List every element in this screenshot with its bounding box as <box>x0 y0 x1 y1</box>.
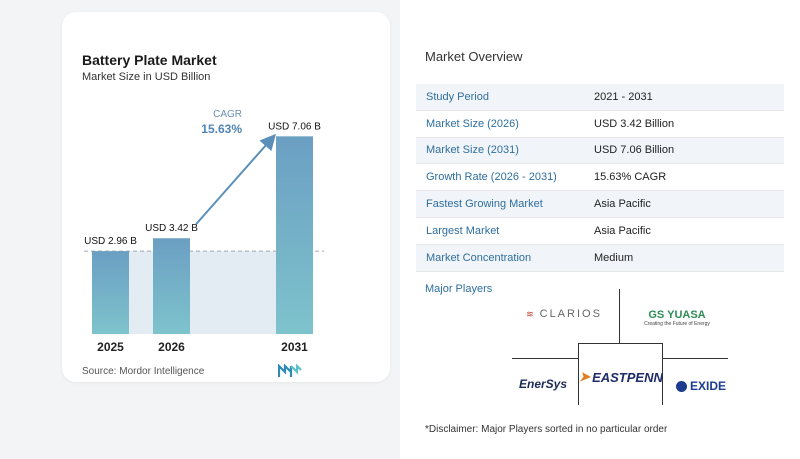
x-tick-2025: 2025 <box>97 340 124 354</box>
overview-value: USD 7.06 Billion <box>594 144 675 157</box>
source-text: Source: Mordor Intelligence <box>82 366 205 377</box>
logo-divider <box>578 343 662 344</box>
disclaimer-text: *Disclaimer: Major Players sorted in no … <box>425 424 668 435</box>
overview-table: Study Period 2021 - 2031 Market Size (202… <box>416 84 784 272</box>
overview-label: Fastest Growing Market <box>426 198 543 211</box>
exide-globe-icon <box>675 380 687 392</box>
enersys-logo-text: EnerSys <box>518 377 568 391</box>
data-label-2025: USD 2.96 B <box>84 236 137 247</box>
overview-row: Study Period 2021 - 2031 <box>416 84 784 111</box>
clarios-mark-icon: ≋ <box>526 308 536 319</box>
enersys-logo: EnerSys <box>515 370 571 398</box>
gsyuasa-tagline: Creating the Future of Energy <box>644 321 710 327</box>
cagr-label: CAGR <box>213 109 242 120</box>
chart-subtitle: Market Size in USD Billion <box>82 71 211 83</box>
logo-divider <box>662 343 663 405</box>
overview-label: Growth Rate (2026 - 2031) <box>426 171 557 184</box>
chart-title: Battery Plate Market <box>82 52 217 68</box>
logo-divider <box>619 289 620 343</box>
overview-title: Market Overview <box>425 49 523 64</box>
bar-2026 <box>153 238 190 334</box>
overview-row: Largest Market Asia Pacific <box>416 218 784 245</box>
overview-label: Market Size (2031) <box>426 144 519 157</box>
overview-value: 15.63% CAGR <box>594 171 667 184</box>
overview-row: Market Size (2031) USD 7.06 Billion <box>416 137 784 165</box>
data-label-2031: USD 7.06 B <box>268 121 321 132</box>
exide-logo-text: EXIDE <box>689 379 726 393</box>
overview-row: Fastest Growing Market Asia Pacific <box>416 191 784 218</box>
major-players-title: Major Players <box>425 283 493 295</box>
mordor-logo-icon <box>278 364 302 377</box>
gsyuasa-logo: GS YUASA Creating the Future of Energy <box>642 300 712 336</box>
overview-row: Growth Rate (2026 - 2031) 15.63% CAGR <box>416 164 784 192</box>
overview-value: Asia Pacific <box>594 198 651 211</box>
overview-value: Medium <box>594 251 634 264</box>
logo-divider <box>512 358 578 359</box>
cagr-value: 15.63% <box>201 122 242 136</box>
overview-label: Market Concentration <box>426 251 532 264</box>
bar-2025 <box>92 251 129 334</box>
eastpenn-swoosh-icon: ➤ <box>579 369 591 384</box>
logo-divider <box>578 343 579 405</box>
eastpenn-logo-text: EASTPENN <box>592 369 663 385</box>
cagr-arrow <box>195 133 276 225</box>
clarios-logo-text: CLARIOS <box>539 308 602 320</box>
x-tick-2026: 2026 <box>158 340 185 354</box>
overview-row: Market Concentration Medium <box>416 244 784 272</box>
gsyuasa-logo-text: GS YUASA <box>648 309 706 321</box>
overview-value: 2021 - 2031 <box>594 90 653 103</box>
bar-2031 <box>276 136 313 334</box>
overview-label: Market Size (2026) <box>426 117 519 130</box>
overview-row: Market Size (2026) USD 3.42 Billion <box>416 111 784 138</box>
overview-value: Asia Pacific <box>594 224 651 237</box>
clarios-logo: ≋ CLARIOS <box>518 304 610 324</box>
data-label-2026: USD 3.42 B <box>145 223 198 234</box>
overview-label: Largest Market <box>426 224 500 237</box>
overview-panel <box>400 0 800 459</box>
overview-value: USD 3.42 Billion <box>594 117 675 130</box>
exide-logo: EXIDE <box>670 374 732 398</box>
eastpenn-logo: ➤ EASTPENN <box>579 364 663 390</box>
x-tick-2031: 2031 <box>281 340 308 354</box>
overview-label: Study Period <box>426 90 489 103</box>
bar-chart: USD 2.96 B 2025 USD 3.42 B 2026 USD 7.06 B 20… <box>84 109 324 354</box>
logo-divider <box>662 358 728 359</box>
